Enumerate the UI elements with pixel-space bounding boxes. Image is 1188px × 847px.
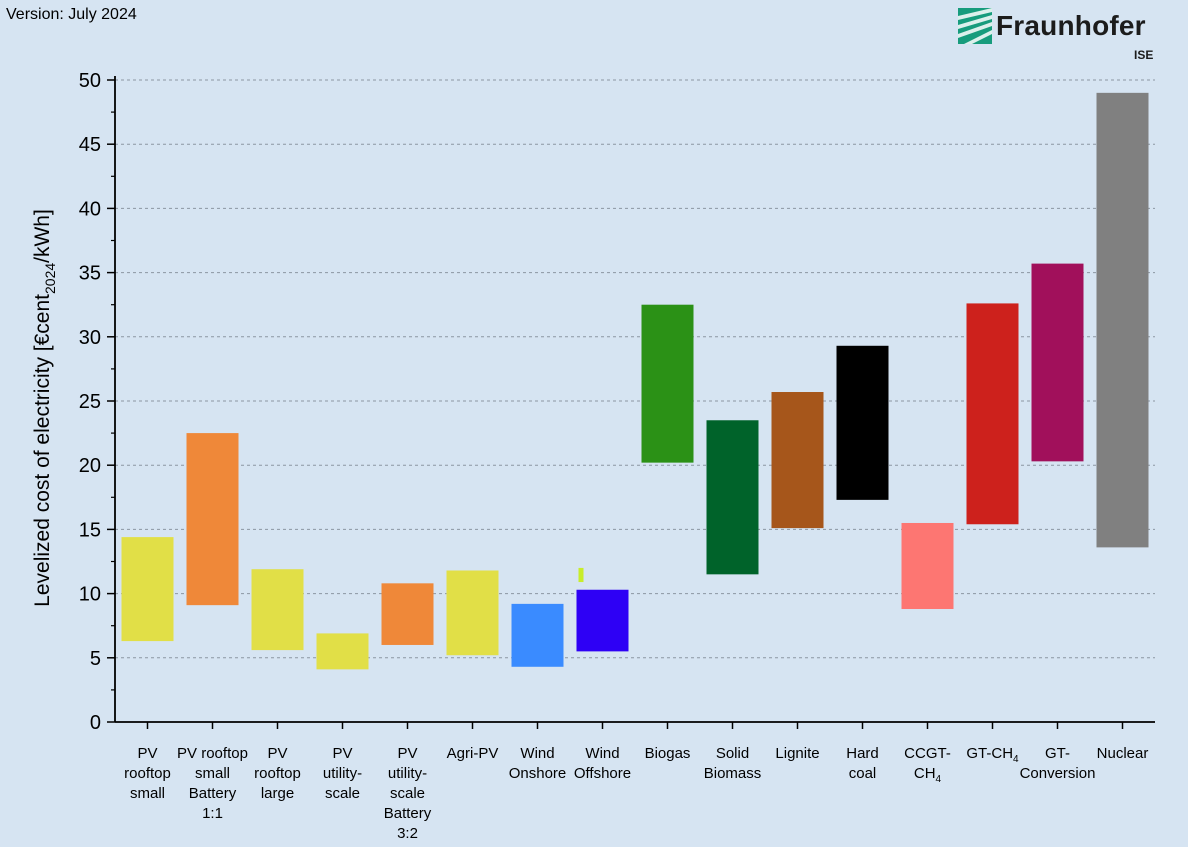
x-tick-label: Wind Offshore: [574, 745, 631, 782]
x-tick-label: PV utility-scale: [323, 745, 362, 802]
y-tick-label: 5: [90, 648, 101, 670]
x-tick-label: Solid Biomass: [704, 745, 762, 782]
range-bar: [186, 433, 239, 606]
x-tick-label: GT-CH4: [966, 745, 1019, 765]
x-tick-label: Hard coal: [846, 745, 879, 782]
range-bar: [381, 583, 434, 645]
y-tick-label: 10: [79, 584, 101, 606]
range-bar: [706, 420, 759, 575]
y-tick-label: 25: [79, 391, 101, 413]
y-tick-label: 20: [79, 455, 101, 477]
y-tick-label: 0: [90, 712, 101, 734]
x-tick-label: Nuclear: [1097, 745, 1149, 762]
x-tick-label: Biogas: [645, 745, 691, 762]
range-bar: [901, 522, 954, 610]
x-tick-label: PV rooftop small: [124, 745, 171, 802]
x-tick-label: PV rooftop small Battery 1:1: [177, 745, 248, 822]
fraunhofer-logo: Fraunhofer ISE: [958, 6, 1158, 66]
range-mark: [578, 567, 584, 583]
y-tick-label: 30: [79, 327, 101, 349]
y-tick-label: 40: [79, 198, 101, 220]
range-bar: [576, 589, 629, 652]
x-tick-label: PV rooftop large: [254, 745, 301, 802]
range-bar: [121, 537, 174, 642]
x-tick-label: GT-Conversion: [1020, 745, 1096, 782]
x-tick-label: Agri-PV: [447, 745, 499, 762]
x-tick-label: Lignite: [775, 745, 819, 762]
y-tick-label: 15: [79, 519, 101, 541]
logo-subtitle: ISE: [1134, 48, 1154, 62]
range-bar: [771, 392, 824, 529]
range-bar: [1031, 263, 1084, 462]
fraunhofer-mark-icon: [958, 8, 992, 44]
range-bar: [251, 569, 304, 651]
range-bar: [446, 570, 499, 656]
x-tick-label: PV utility-scale Battery 3:2: [384, 745, 432, 842]
version-label: Version: July 2024: [6, 6, 137, 23]
y-tick-label: 50: [79, 70, 101, 92]
range-bar: [316, 633, 369, 670]
range-bar: [641, 304, 694, 463]
range-bar: [836, 345, 889, 500]
x-tick-label: CCGT-CH4: [904, 745, 951, 785]
range-bar: [966, 303, 1019, 525]
y-tick-label: 45: [79, 134, 101, 156]
range-bar: [511, 603, 564, 667]
y-tick-label: 35: [79, 263, 101, 285]
range-bar: [1096, 92, 1149, 548]
x-tick-label: Wind Onshore: [509, 745, 567, 782]
logo-name: Fraunhofer: [996, 10, 1146, 41]
y-axis-label: Levelized cost of electricity [€cent2024…: [31, 209, 58, 607]
